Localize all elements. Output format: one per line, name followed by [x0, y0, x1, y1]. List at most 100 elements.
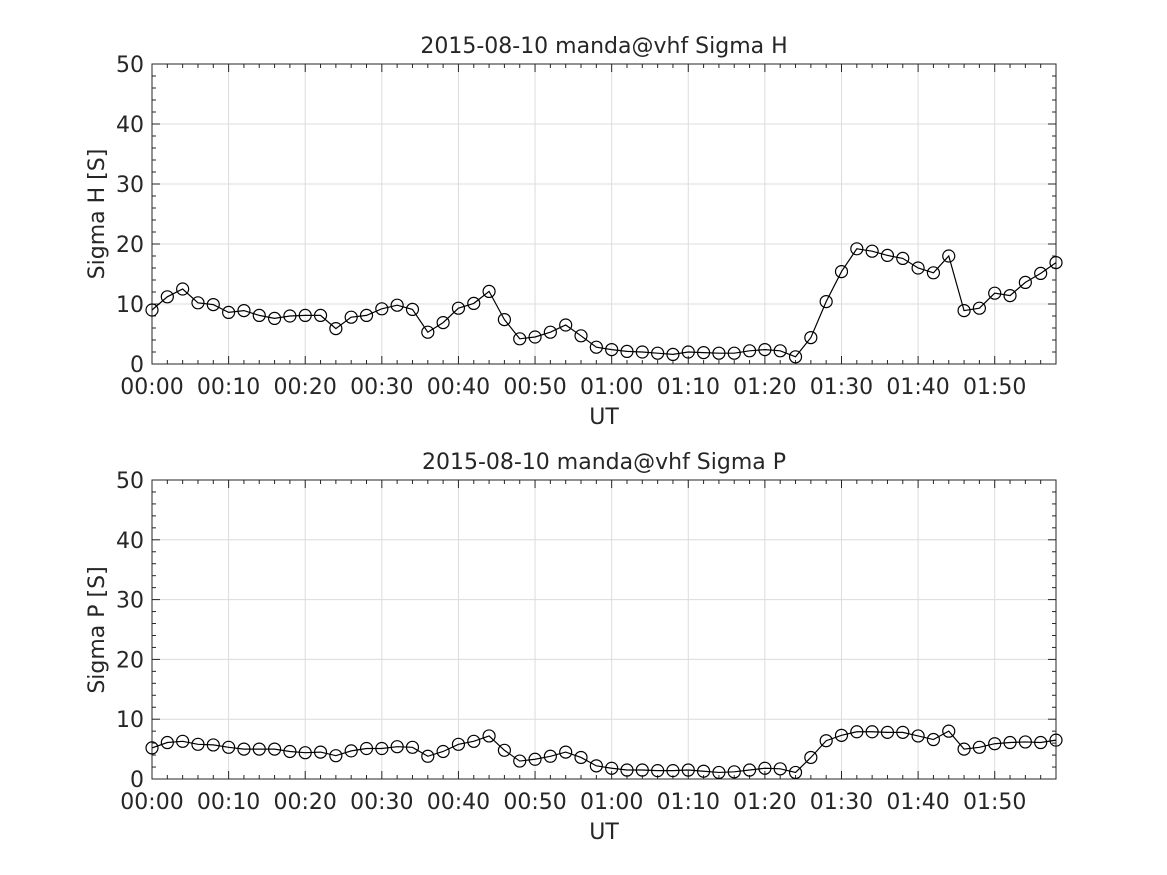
data-point — [804, 331, 818, 345]
data-point — [451, 301, 466, 315]
data-point — [176, 282, 190, 296]
x-tick-label: 01:50 — [963, 375, 1026, 400]
chart-title: 2015-08-10 manda@vhf Sigma H — [420, 34, 787, 59]
data-point — [543, 325, 557, 339]
data-point — [1034, 266, 1048, 280]
y-tick-label: 50 — [116, 53, 144, 78]
x-axis-label: UT — [589, 820, 619, 845]
data-point — [742, 344, 757, 358]
x-tick-label: 01:30 — [810, 790, 873, 815]
x-tick-label: 00:50 — [503, 790, 566, 815]
data-point — [145, 741, 159, 755]
data-point — [191, 737, 205, 751]
data-point — [819, 734, 833, 748]
y-tick-label: 50 — [116, 469, 144, 494]
data-point — [1018, 275, 1032, 289]
data-point — [421, 325, 435, 339]
plot-frame — [151, 63, 1057, 365]
x-tick-label: 00:30 — [350, 375, 413, 400]
data-point — [528, 752, 542, 766]
data-point — [267, 742, 282, 756]
data-point — [635, 763, 649, 777]
x-tick-label: 01:10 — [657, 790, 720, 815]
y-axis-label: Sigma P [S] — [85, 566, 110, 693]
data-point — [283, 744, 297, 759]
data-point — [712, 765, 726, 780]
x-tick-label: 01:40 — [886, 790, 949, 815]
data-point — [1049, 733, 1063, 747]
x-tick-label: 01:10 — [657, 375, 720, 400]
data-point — [329, 749, 343, 763]
data-point — [788, 350, 803, 364]
x-tick-label: 01:20 — [733, 375, 796, 400]
data-point — [574, 750, 588, 765]
data-point — [222, 740, 236, 754]
data-point — [1018, 735, 1032, 749]
data-point — [605, 343, 619, 357]
data-point — [758, 761, 772, 775]
data-point — [727, 765, 741, 779]
data-point — [942, 724, 956, 738]
data-point — [712, 346, 726, 360]
y-tick-label: 10 — [116, 293, 144, 318]
data-point — [267, 311, 282, 325]
data-point — [926, 266, 941, 280]
y-tick-label: 30 — [116, 173, 144, 198]
data-point — [880, 248, 895, 262]
data-point — [620, 763, 634, 777]
y-tick-label: 20 — [116, 648, 144, 673]
data-point — [1003, 735, 1017, 750]
data-point — [237, 304, 251, 318]
data-point — [405, 740, 420, 754]
y-tick-label: 0 — [130, 353, 144, 378]
data-point — [390, 740, 404, 754]
data-point — [880, 725, 895, 739]
data-point — [1003, 289, 1017, 303]
data-point — [788, 765, 803, 780]
y-tick-label: 20 — [116, 233, 144, 258]
data-point — [191, 296, 205, 310]
data-point — [988, 737, 1002, 751]
data-point — [773, 344, 787, 358]
grid — [151, 479, 1056, 780]
data-point — [696, 764, 711, 778]
data-point — [727, 346, 741, 360]
y-tick-label: 40 — [116, 529, 144, 554]
data-point — [467, 296, 481, 310]
data-point — [344, 744, 358, 758]
data-point — [651, 346, 665, 360]
x-tick-label: 00:40 — [427, 790, 490, 815]
data-point — [957, 742, 971, 756]
data-point — [513, 754, 527, 768]
data-point — [605, 761, 619, 775]
data-point — [559, 745, 573, 759]
data-point — [1049, 256, 1063, 270]
data-point — [359, 308, 374, 322]
data-point — [758, 343, 772, 357]
data-point — [145, 303, 159, 317]
data-point — [467, 734, 481, 748]
data-point — [497, 743, 512, 757]
data-point — [436, 316, 450, 330]
data-point — [329, 322, 343, 336]
x-tick-label: 01:20 — [733, 790, 796, 815]
data-point — [405, 302, 420, 316]
data-point — [957, 304, 971, 318]
data-point — [252, 308, 266, 322]
data-point — [421, 749, 435, 763]
data-point — [773, 762, 787, 776]
sigma-h-chart: 2015-08-10 manda@vhf Sigma H UT Sigma H … — [85, 34, 1063, 430]
data-point — [559, 318, 573, 332]
data-point — [911, 729, 925, 743]
x-tick-label: 00:50 — [503, 375, 566, 400]
x-tick-label: 00:20 — [274, 790, 337, 815]
data-point — [896, 251, 910, 265]
x-tick-label: 01:50 — [963, 790, 1026, 815]
data-point — [696, 346, 711, 360]
data-point — [206, 738, 220, 752]
y-axis-label: Sigma H [S] — [85, 149, 110, 280]
data-point — [298, 746, 312, 760]
data-point — [819, 295, 833, 309]
data-point — [206, 298, 220, 312]
series-line — [151, 730, 1057, 774]
